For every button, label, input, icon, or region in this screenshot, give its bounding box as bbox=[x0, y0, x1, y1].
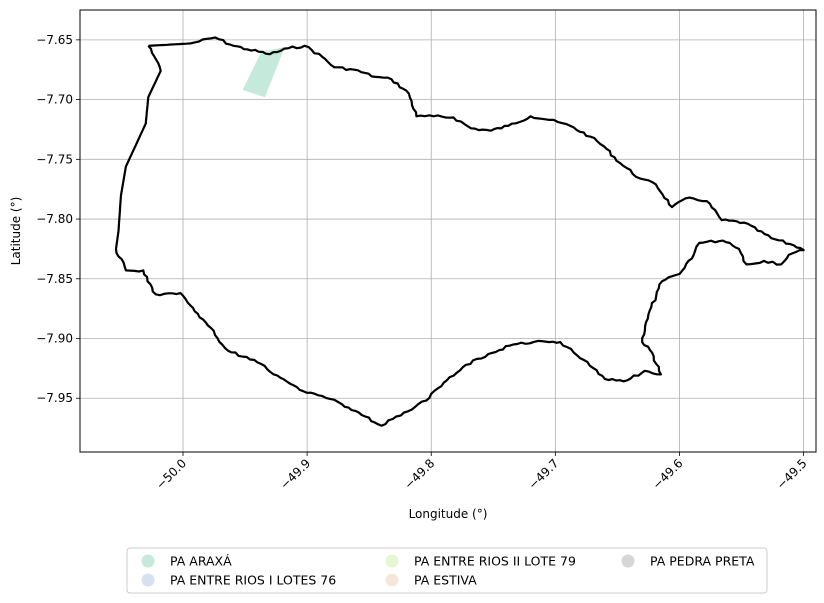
legend-label: PA PEDRA PRETA bbox=[650, 554, 755, 569]
legend: PA ARAXÁ PA ENTRE RIOS I LOTES 76 PA ENTRE… bbox=[126, 547, 768, 594]
legend-box bbox=[126, 547, 768, 594]
legend-label: PA ENTRE RIOS II LOTE 79 bbox=[414, 554, 576, 569]
plot-frame bbox=[79, 9, 817, 453]
boundary-layer bbox=[114, 36, 805, 427]
y-tick-label: −7.80 bbox=[36, 212, 73, 226]
x-tick-label: −49.9 bbox=[277, 456, 313, 492]
boundary-outline bbox=[114, 36, 805, 427]
y-tick-label: −7.65 bbox=[36, 33, 73, 47]
legend-marker bbox=[141, 554, 155, 568]
x-axis-title: Longitude (°) bbox=[409, 507, 488, 521]
x-tick-label: −49.8 bbox=[401, 456, 437, 492]
legend-marker bbox=[385, 554, 399, 568]
y-axis-title: Latitude (°) bbox=[9, 197, 23, 266]
area-polygon bbox=[242, 47, 285, 98]
y-tick-label: −7.90 bbox=[36, 332, 73, 346]
y-tick-label: −7.70 bbox=[36, 93, 73, 107]
x-tick-label: −49.6 bbox=[650, 456, 686, 492]
legend-marker bbox=[385, 573, 399, 587]
axis-ticks: −50.0 −49.9 −49.8 −49.7 −49.6 −49.5 −7.65 −7.70… bbox=[36, 33, 809, 492]
x-tick-label: −49.7 bbox=[526, 456, 562, 492]
grid-lines bbox=[80, 10, 816, 452]
y-tick-label: −7.95 bbox=[36, 391, 73, 405]
legend-marker bbox=[621, 554, 635, 568]
y-tick-label: −7.85 bbox=[36, 272, 73, 286]
area-layer bbox=[242, 47, 285, 98]
x-tick-label: −50.0 bbox=[153, 456, 189, 492]
legend-label: PA ESTIVA bbox=[414, 573, 477, 588]
y-tick-label: −7.75 bbox=[36, 152, 73, 166]
legend-label: PA ENTRE RIOS I LOTES 76 bbox=[170, 573, 336, 588]
legend-marker bbox=[141, 573, 155, 587]
x-tick-label: −49.5 bbox=[774, 456, 810, 492]
legend-label: PA ARAXÁ bbox=[170, 554, 232, 569]
